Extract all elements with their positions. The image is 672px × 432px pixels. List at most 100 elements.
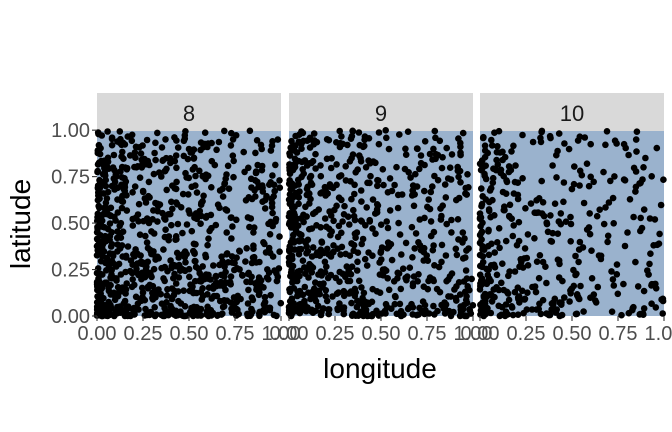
data-point <box>519 131 526 139</box>
data-point <box>128 137 136 145</box>
data-point <box>250 242 257 249</box>
data-point <box>639 310 647 317</box>
data-point <box>162 154 170 162</box>
data-point <box>302 270 309 278</box>
data-point <box>587 294 594 302</box>
data-point <box>340 310 348 318</box>
data-point <box>190 289 198 297</box>
data-point <box>506 213 513 220</box>
data-point <box>219 193 227 200</box>
data-point <box>236 266 243 273</box>
data-point <box>454 167 462 175</box>
data-point <box>229 152 237 159</box>
data-point <box>388 256 396 264</box>
data-point <box>229 136 237 143</box>
data-point <box>602 204 609 211</box>
data-point <box>97 270 104 278</box>
data-point <box>96 300 104 308</box>
data-point <box>522 205 529 212</box>
data-point <box>129 276 136 283</box>
data-point <box>141 296 149 304</box>
data-point <box>398 251 405 258</box>
data-point <box>602 141 609 149</box>
data-point <box>116 128 124 135</box>
data-point <box>244 300 252 307</box>
data-point <box>352 234 359 241</box>
data-point <box>343 263 351 270</box>
data-point <box>418 307 426 315</box>
data-point <box>192 172 199 180</box>
data-point <box>359 235 367 243</box>
data-point <box>183 221 191 228</box>
data-point <box>357 187 365 194</box>
data-point <box>226 278 234 286</box>
data-point <box>516 295 524 302</box>
data-point <box>573 310 581 318</box>
data-point <box>290 209 298 217</box>
data-point <box>304 236 312 244</box>
data-point <box>123 280 130 287</box>
data-point <box>467 310 475 317</box>
data-point <box>168 198 175 206</box>
data-point <box>430 242 437 249</box>
data-point <box>260 239 267 246</box>
data-point <box>333 139 340 146</box>
data-point <box>350 247 358 254</box>
data-point <box>159 312 167 320</box>
data-point <box>179 312 186 319</box>
data-point <box>515 218 523 226</box>
data-point <box>347 135 355 142</box>
data-point <box>243 245 250 252</box>
data-point <box>567 213 574 221</box>
data-point <box>549 229 556 237</box>
data-point <box>106 250 114 257</box>
data-point <box>135 200 143 208</box>
data-point <box>511 268 519 275</box>
data-point <box>556 260 563 268</box>
data-point <box>174 144 182 151</box>
data-point <box>190 306 197 313</box>
data-point <box>286 150 293 157</box>
data-point <box>257 141 265 149</box>
data-point <box>324 274 332 282</box>
data-point <box>358 300 365 307</box>
data-point <box>443 220 451 228</box>
data-point <box>560 198 567 206</box>
data-point <box>121 297 129 305</box>
data-point <box>357 217 365 224</box>
data-point <box>456 291 464 298</box>
data-point <box>348 312 356 320</box>
data-point <box>396 131 403 138</box>
data-point <box>269 209 276 217</box>
data-point <box>185 145 193 153</box>
data-point <box>258 283 265 290</box>
data-point <box>142 199 150 206</box>
data-point <box>336 300 343 307</box>
data-point <box>499 260 506 268</box>
data-point <box>379 166 387 173</box>
data-point <box>208 295 215 302</box>
data-point <box>230 173 237 181</box>
data-point <box>181 267 189 275</box>
data-point <box>182 259 189 266</box>
data-point <box>118 197 126 205</box>
data-point <box>447 176 455 183</box>
x-tick-label: 0.75 <box>408 323 447 345</box>
x-tick-label: 0.50 <box>553 323 592 345</box>
data-point <box>402 274 409 282</box>
facet-strip <box>480 93 664 131</box>
data-point <box>320 249 328 257</box>
data-point <box>123 192 130 199</box>
data-point <box>424 285 432 293</box>
data-point <box>318 308 325 316</box>
data-point <box>201 129 209 136</box>
data-point <box>216 282 224 289</box>
data-point <box>447 312 455 320</box>
data-point <box>310 141 318 148</box>
data-point <box>287 269 295 276</box>
data-point <box>266 306 274 314</box>
data-point <box>295 181 303 188</box>
data-point <box>559 277 566 285</box>
data-point <box>336 278 343 286</box>
data-point <box>306 160 313 167</box>
